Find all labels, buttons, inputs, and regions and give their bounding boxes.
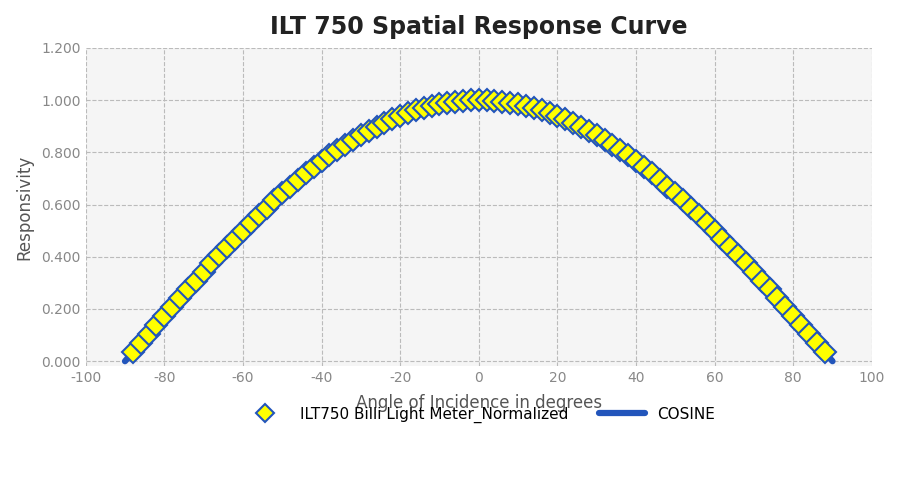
COSINE [431,102,442,108]
Legend: ILT750 Billi Light Meter_Normalized, COSINE: ILT750 Billi Light Meter_Normalized, COS… [236,400,721,429]
ILT750 Billi Light Meter_Normalized [395,113,406,119]
COSINE [192,276,202,282]
X-axis label: Angle of Incidence in degrees: Angle of Incidence in degrees [356,393,602,412]
ILT750 Billi Light Meter_Normalized [489,98,500,104]
Line: ILT750 Billi Light Meter_Normalized: ILT750 Billi Light Meter_Normalized [125,93,832,360]
COSINE [606,141,616,147]
ILT750 Billi Light Meter_Normalized [214,252,225,258]
COSINE [120,358,130,364]
Y-axis label: Responsivity: Responsivity [15,154,33,260]
ILT750 Billi Light Meter_Normalized [128,349,139,355]
ILT750 Billi Light Meter_Normalized [269,198,280,204]
ILT750 Billi Light Meter_Normalized [198,269,209,275]
ILT750 Billi Light Meter_Normalized [749,269,760,275]
COSINE [672,192,683,198]
COSINE [827,358,838,364]
COSINE [406,109,417,115]
ILT750 Billi Light Meter_Normalized [473,97,484,103]
COSINE [473,97,484,103]
ILT750 Billi Light Meter_Normalized [819,349,830,355]
Title: ILT 750 Spatial Response Curve: ILT 750 Spatial Response Curve [270,15,688,39]
Line: COSINE: COSINE [125,100,832,361]
COSINE [685,204,696,210]
